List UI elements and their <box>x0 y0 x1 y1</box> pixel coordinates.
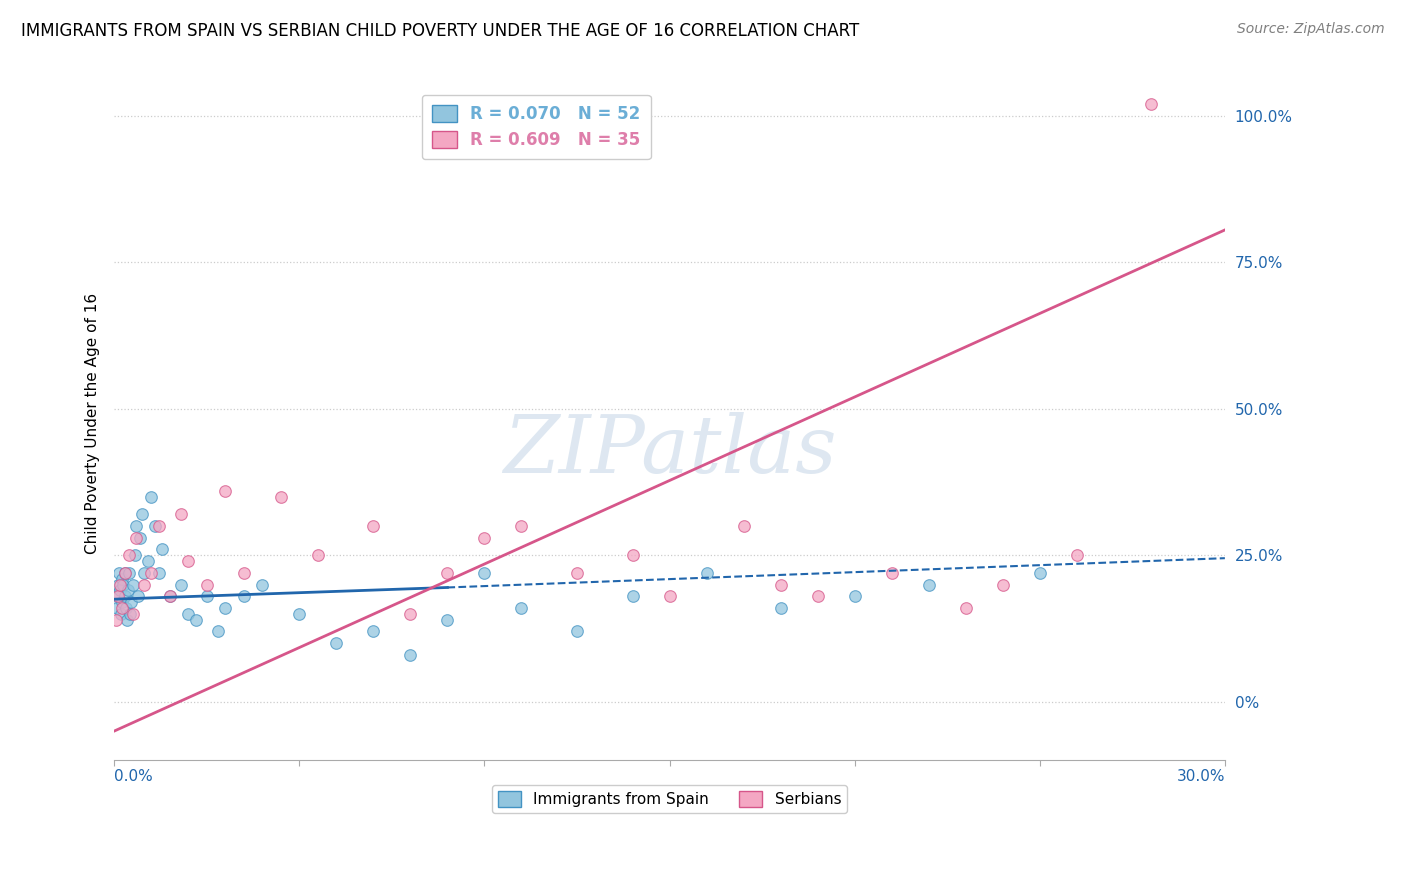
Point <box>110 601 132 615</box>
Point <box>288 607 311 621</box>
Point <box>118 607 141 621</box>
Point <box>621 548 644 562</box>
Point <box>696 566 718 580</box>
Point <box>436 566 458 580</box>
Point <box>733 519 755 533</box>
Point <box>177 554 200 568</box>
Point <box>148 519 170 533</box>
Point <box>270 490 292 504</box>
Text: 0.0%: 0.0% <box>114 769 153 784</box>
Point <box>918 577 941 591</box>
Point <box>955 601 977 615</box>
Point <box>207 624 229 639</box>
Point <box>112 577 135 591</box>
Point <box>111 595 134 609</box>
Point <box>115 613 138 627</box>
Point <box>991 577 1014 591</box>
Point <box>769 577 792 591</box>
Point <box>124 548 146 562</box>
Point <box>108 583 131 598</box>
Point <box>159 589 181 603</box>
Point <box>114 589 136 603</box>
Point <box>621 589 644 603</box>
Point <box>108 577 131 591</box>
Point <box>141 566 163 580</box>
Point <box>105 601 128 615</box>
Point <box>131 507 153 521</box>
Point <box>474 531 496 545</box>
Point <box>170 577 193 591</box>
Point <box>880 566 903 580</box>
Point <box>150 542 173 557</box>
Point <box>117 583 139 598</box>
Point <box>399 648 422 662</box>
Point <box>307 548 329 562</box>
Point <box>510 519 533 533</box>
Point <box>510 601 533 615</box>
Point <box>1140 97 1163 112</box>
Point <box>143 519 166 533</box>
Point <box>399 607 422 621</box>
Point <box>565 566 588 580</box>
Point <box>325 636 347 650</box>
Point <box>110 572 132 586</box>
Point <box>107 577 129 591</box>
Point <box>132 566 155 580</box>
Point <box>129 531 152 545</box>
Point <box>807 589 830 603</box>
Point <box>363 519 385 533</box>
Point <box>177 607 200 621</box>
Point <box>121 577 143 591</box>
Point <box>1029 566 1052 580</box>
Point <box>105 613 128 627</box>
Point <box>232 589 254 603</box>
Point <box>148 566 170 580</box>
Text: ZIPatlas: ZIPatlas <box>503 411 837 489</box>
Point <box>125 531 148 545</box>
Point <box>1066 548 1088 562</box>
Point <box>118 566 141 580</box>
Point <box>127 589 149 603</box>
Point <box>769 601 792 615</box>
Point <box>132 577 155 591</box>
Point <box>107 589 129 603</box>
Point <box>658 589 681 603</box>
Point <box>105 589 128 603</box>
Point <box>195 589 218 603</box>
Point <box>118 548 141 562</box>
Point <box>232 566 254 580</box>
Point <box>107 566 129 580</box>
Point <box>125 519 148 533</box>
Point <box>170 507 193 521</box>
Point <box>436 613 458 627</box>
Point <box>363 624 385 639</box>
Point <box>214 483 236 498</box>
Point <box>159 589 181 603</box>
Point <box>114 566 136 580</box>
Text: IMMIGRANTS FROM SPAIN VS SERBIAN CHILD POVERTY UNDER THE AGE OF 16 CORRELATION C: IMMIGRANTS FROM SPAIN VS SERBIAN CHILD P… <box>21 22 859 40</box>
Point <box>120 595 142 609</box>
Point <box>252 577 274 591</box>
Text: Source: ZipAtlas.com: Source: ZipAtlas.com <box>1237 22 1385 37</box>
Point <box>114 566 136 580</box>
Point <box>844 589 866 603</box>
Y-axis label: Child Poverty Under the Age of 16: Child Poverty Under the Age of 16 <box>86 293 100 554</box>
Point <box>136 554 159 568</box>
Point <box>195 577 218 591</box>
Point <box>214 601 236 615</box>
Point <box>115 601 138 615</box>
Point <box>565 624 588 639</box>
Point <box>141 490 163 504</box>
Point <box>474 566 496 580</box>
Point <box>184 613 207 627</box>
Legend: Immigrants from Spain, Serbians: Immigrants from Spain, Serbians <box>492 785 848 814</box>
Point <box>121 607 143 621</box>
Point <box>110 607 132 621</box>
Text: 30.0%: 30.0% <box>1177 769 1225 784</box>
